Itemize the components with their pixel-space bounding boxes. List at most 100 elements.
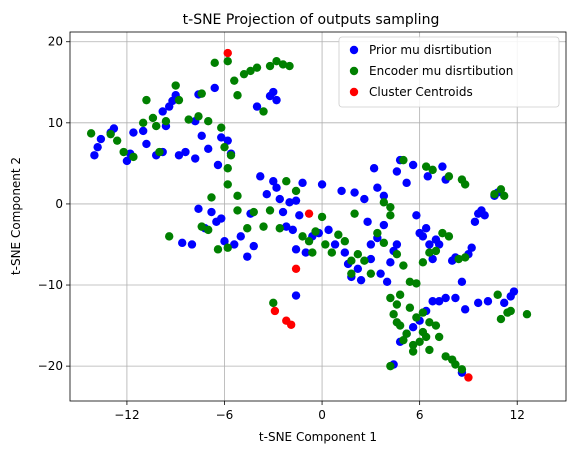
- legend-box: [338, 36, 560, 108]
- data-point: [418, 327, 428, 337]
- data-point: [106, 129, 115, 139]
- data-point: [217, 123, 226, 132]
- data-point: [438, 162, 447, 171]
- data-point: [285, 61, 294, 71]
- data-point: [457, 365, 467, 374]
- data-point: [246, 66, 255, 76]
- data-point: [395, 290, 405, 299]
- data-point: [259, 222, 268, 231]
- data-point: [223, 56, 232, 66]
- data-point: [382, 277, 392, 286]
- data-point: [249, 207, 258, 217]
- data-points: [86, 48, 532, 382]
- data-point: [239, 69, 249, 79]
- data-point: [197, 89, 206, 98]
- data-point: [350, 188, 359, 197]
- data-point: [243, 252, 252, 261]
- data-point: [265, 206, 275, 215]
- data-point: [460, 305, 470, 314]
- data-point: [259, 107, 268, 116]
- data-point: [191, 154, 200, 163]
- data-point: [291, 186, 301, 196]
- data-point: [425, 345, 434, 355]
- data-point: [207, 193, 216, 202]
- data-point: [233, 206, 242, 215]
- data-point: [210, 58, 219, 68]
- data-point: [90, 151, 99, 160]
- data-point: [178, 238, 187, 248]
- data-point: [220, 142, 229, 152]
- data-point: [490, 189, 499, 199]
- data-point: [421, 162, 431, 171]
- data-point: [327, 248, 337, 257]
- data-point: [353, 264, 363, 274]
- data-point: [278, 207, 288, 217]
- data-point: [434, 297, 444, 306]
- data-point: [428, 165, 437, 175]
- data-point: [366, 240, 376, 249]
- data-point: [282, 222, 291, 231]
- data-point: [230, 76, 239, 85]
- data-point: [399, 155, 408, 165]
- data-point: [184, 115, 193, 124]
- data-point: [376, 269, 385, 278]
- data-point: [138, 126, 148, 136]
- data-point: [171, 81, 180, 90]
- data-point: [408, 340, 418, 350]
- data-point: [286, 320, 296, 329]
- data-point: [233, 91, 242, 100]
- data-point: [408, 323, 418, 332]
- data-point: [270, 306, 280, 316]
- data-point: [155, 147, 164, 157]
- data-point: [317, 180, 327, 189]
- data-point: [197, 222, 206, 231]
- data-point: [392, 318, 402, 327]
- data-point: [503, 308, 512, 317]
- data-point: [496, 185, 506, 194]
- legend-marker: [349, 45, 359, 55]
- data-point: [272, 95, 281, 105]
- data-point: [467, 243, 476, 252]
- data-point: [366, 269, 376, 278]
- data-point: [464, 373, 473, 382]
- data-point: [457, 277, 467, 286]
- data-point: [207, 207, 216, 217]
- data-point: [243, 224, 252, 233]
- data-point: [431, 246, 441, 256]
- data-point: [291, 245, 301, 254]
- data-point: [334, 230, 343, 239]
- data-point: [269, 298, 278, 308]
- data-point: [204, 144, 213, 153]
- data-point: [405, 277, 415, 286]
- data-point: [366, 254, 376, 264]
- series-2: [223, 48, 473, 382]
- data-point: [431, 321, 441, 330]
- y-axis-label: t-SNE Component 2: [9, 157, 23, 275]
- data-point: [373, 183, 382, 192]
- data-point: [252, 63, 262, 72]
- data-point: [226, 151, 236, 160]
- plot-frame: [69, 31, 567, 402]
- x-tick-label: 6: [416, 408, 424, 422]
- data-point: [408, 160, 418, 170]
- data-point: [441, 293, 450, 303]
- data-point: [330, 240, 340, 249]
- chart-title: t-SNE Projection of outputs sampling: [183, 12, 440, 28]
- data-point: [425, 318, 434, 327]
- data-point: [434, 332, 444, 342]
- data-point: [304, 209, 314, 218]
- data-point: [473, 298, 483, 308]
- data-point: [392, 167, 402, 176]
- data-point: [480, 211, 489, 220]
- data-point: [217, 133, 226, 142]
- data-point: [252, 102, 262, 111]
- data-point: [451, 293, 460, 303]
- data-point: [408, 347, 418, 356]
- data-point: [148, 113, 158, 123]
- series-1: [86, 56, 532, 374]
- data-point: [356, 275, 366, 285]
- data-point: [353, 250, 363, 259]
- data-point: [282, 177, 291, 186]
- data-point: [112, 136, 122, 145]
- data-point: [392, 250, 402, 259]
